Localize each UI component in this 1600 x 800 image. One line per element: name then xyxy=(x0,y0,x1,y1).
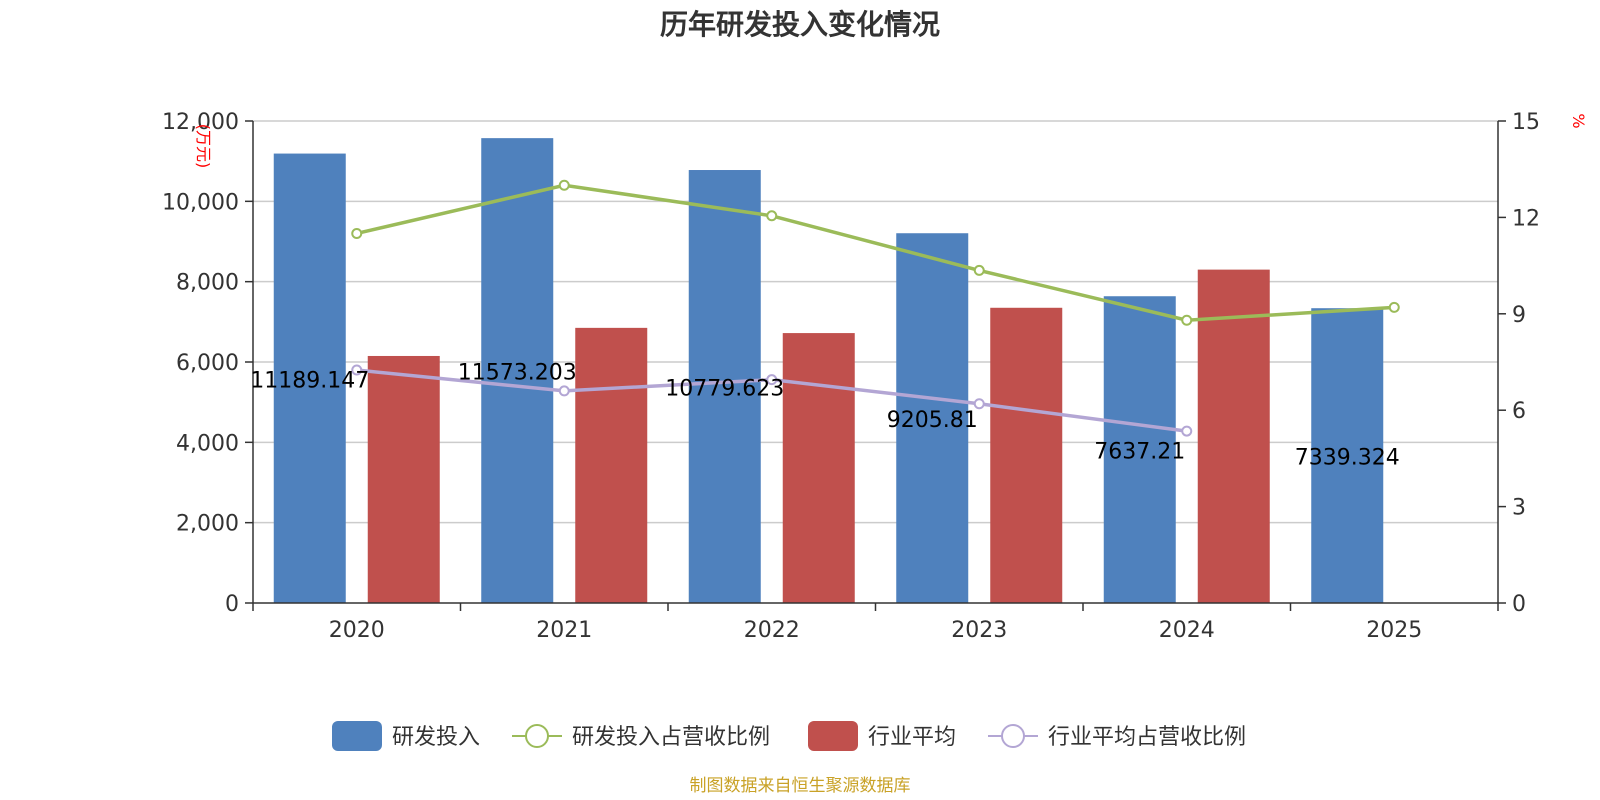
x-tick-label: 2022 xyxy=(744,618,800,643)
y-left-tick-label: 8,000 xyxy=(176,271,239,296)
point-研发投入占营收比例 xyxy=(973,264,985,276)
y-right-tick-label: 15 xyxy=(1512,110,1540,135)
line-研发投入占营收比例 xyxy=(356,183,1395,322)
bar-研发投入 xyxy=(688,170,761,603)
legend-swatch xyxy=(332,721,382,751)
y-left-tick-label: 6,000 xyxy=(176,351,239,376)
bar-value-label: 11573.203 xyxy=(458,361,577,386)
y-right-tick-label: 9 xyxy=(1512,303,1526,328)
bar-研发投入 xyxy=(1103,296,1176,603)
bar-研发投入 xyxy=(273,153,346,603)
legend-item-研发投入占营收比例[interactable]: 研发投入占营收比例 xyxy=(512,724,770,750)
chart-title: 历年研发投入变化情况 xyxy=(660,8,940,41)
y-right-tick-label: 6 xyxy=(1512,399,1526,424)
grid-lines xyxy=(253,120,1498,524)
y-left-unit-label: (万元) xyxy=(194,124,213,169)
bar-行业平均 xyxy=(1197,269,1270,603)
data-labels: 11189.147 11573.203 10779.623 9205.81 7637.2… xyxy=(250,361,1399,471)
bar-value-label: 9205.81 xyxy=(887,408,978,433)
point-研发投入占营收比例 xyxy=(351,227,363,239)
y-left-tick-label: 10,000 xyxy=(162,190,239,215)
y-right-tick-label: 12 xyxy=(1512,206,1540,231)
x-tick-label: 2020 xyxy=(329,618,385,643)
legend-label: 行业平均 xyxy=(868,725,956,750)
y-left-tick-label: 2,000 xyxy=(176,512,239,537)
point-研发投入占营收比例 xyxy=(1181,314,1193,326)
x-tick-label: 2024 xyxy=(1159,618,1215,643)
point-行业平均占营收比例 xyxy=(1181,425,1193,437)
x-tick-label: 2021 xyxy=(536,618,592,643)
bar-layer xyxy=(273,138,1384,604)
y-right-tick-label: 3 xyxy=(1512,496,1526,521)
point-行业平均占营收比例 xyxy=(558,385,570,397)
point-行业平均占营收比例 xyxy=(973,398,985,410)
bar-value-label: 11189.147 xyxy=(250,368,369,393)
legend-swatch xyxy=(808,721,858,751)
point-研发投入占营收比例 xyxy=(558,179,570,191)
y-left-tick-label: 4,000 xyxy=(176,431,239,456)
bar-行业平均 xyxy=(367,355,440,603)
bar-行业平均 xyxy=(990,307,1063,603)
y-right-unit-label: % xyxy=(1569,113,1588,128)
y-left-tick-label: 12,000 xyxy=(162,110,239,135)
bar-value-label: 7637.21 xyxy=(1094,440,1185,465)
bar-行业平均 xyxy=(782,333,855,603)
axes: 0 2,000 4,000 6,000 8,000 10,000 12,000 0 3 6 9 12 1… xyxy=(162,110,1588,643)
y-right-tick-label: 0 xyxy=(1512,592,1526,617)
legend-swatch-marker xyxy=(1001,724,1025,748)
bar-研发投入 xyxy=(1311,308,1384,603)
legend[interactable]: 研发投入 研发投入占营收比例 行业平均 行业平均占营收比例 xyxy=(332,721,1246,751)
bar-研发投入 xyxy=(896,233,969,604)
legend-item-行业平均占营收比例[interactable]: 行业平均占营收比例 xyxy=(988,724,1246,750)
line-layer xyxy=(351,179,1400,437)
legend-item-研发投入[interactable]: 研发投入 xyxy=(332,721,480,751)
legend-item-行业平均[interactable]: 行业平均 xyxy=(808,721,956,751)
point-研发投入占营收比例 xyxy=(766,210,778,222)
y-left-tick-label: 0 xyxy=(225,592,239,617)
point-研发投入占营收比例 xyxy=(1388,301,1400,313)
bar-行业平均 xyxy=(575,327,648,603)
legend-label: 研发投入 xyxy=(392,725,480,750)
x-tick-label: 2025 xyxy=(1366,618,1422,643)
legend-label: 研发投入占营收比例 xyxy=(572,725,770,750)
point-行业平均占营收比例 xyxy=(766,374,778,386)
x-tick-label: 2023 xyxy=(951,618,1007,643)
legend-label: 行业平均占营收比例 xyxy=(1048,725,1246,750)
bar-value-label: 7339.324 xyxy=(1295,446,1400,471)
bar-value-label: 10779.623 xyxy=(665,377,784,402)
bar-研发投入 xyxy=(481,138,554,603)
legend-swatch-marker xyxy=(525,724,549,748)
point-行业平均占营收比例 xyxy=(351,364,363,376)
source-footer: 制图数据来自恒生聚源数据库 xyxy=(690,776,911,796)
